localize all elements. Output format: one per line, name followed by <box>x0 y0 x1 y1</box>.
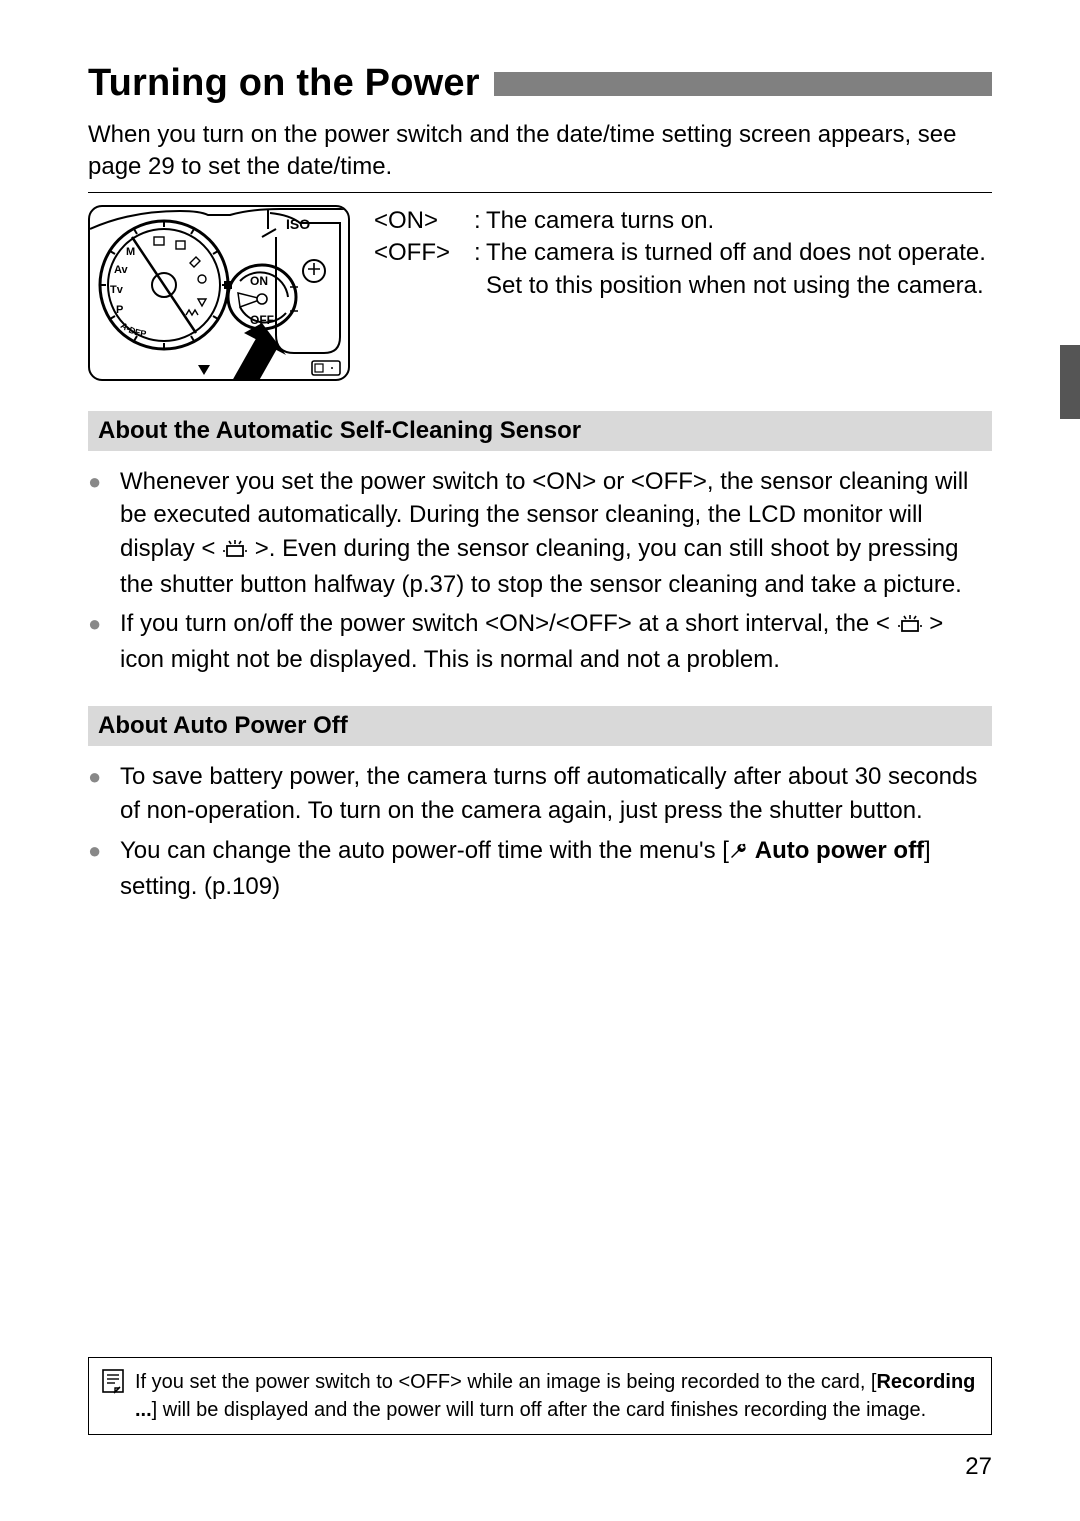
page-number: 27 <box>965 1453 992 1481</box>
on-definition: <ON> : The camera turns on. <box>374 205 992 237</box>
list-item: You can change the auto power-off time w… <box>88 834 992 904</box>
title-rule-bar <box>494 72 992 96</box>
intro-separator <box>88 192 992 193</box>
svg-text:P: P <box>116 304 123 316</box>
svg-text:ON: ON <box>250 274 268 288</box>
sensor-bullet-list: Whenever you set the power switch to <ON… <box>88 465 992 677</box>
power-switch-callout-icon: ON OFF <box>228 265 298 329</box>
on-body: The camera turns on. <box>486 205 992 237</box>
camera-dial-svg: ISO <box>90 207 350 381</box>
on-label: <ON> <box>374 205 474 237</box>
mode-dial-icon: M Av Tv P A-DEP <box>100 221 232 349</box>
section-heading-sensor: About the Automatic Self-Cleaning Sensor <box>88 411 992 451</box>
bold-setting-name: Auto power off <box>749 837 924 864</box>
sensor-clean-icon <box>897 609 923 643</box>
intro-paragraph: When you turn on the power switch and th… <box>88 119 992 184</box>
page-title-row: Turning on the Power <box>88 62 992 105</box>
iso-label: ISO <box>286 216 310 232</box>
off-label: <OFF> <box>374 237 474 302</box>
bullet-text: To save battery power, the camera turns … <box>120 763 977 824</box>
svg-text:Tv: Tv <box>110 284 124 296</box>
note-box: If you set the power switch to <OFF> whi… <box>88 1357 992 1435</box>
note-icon <box>101 1368 125 1424</box>
colon: : <box>474 237 486 302</box>
bullet-text-pre: If you turn on/off the power switch <ON>… <box>120 610 897 637</box>
page-title: Turning on the Power <box>88 62 480 105</box>
section-heading-autopower: About Auto Power Off <box>88 706 992 746</box>
colon: : <box>474 205 486 237</box>
bullet-text-pre: You can change the auto power-off time w… <box>120 837 729 864</box>
autopower-bullet-list: To save battery power, the camera turns … <box>88 760 992 903</box>
section-tab <box>1060 345 1080 419</box>
power-switch-illustration: ISO <box>88 205 350 381</box>
off-body: The camera is turned off and does not op… <box>486 237 992 302</box>
list-item: If you turn on/off the power switch <ON>… <box>88 607 992 676</box>
power-switch-block: ISO <box>88 205 992 381</box>
setup-menu-icon <box>729 837 749 871</box>
manual-page: Turning on the Power When you turn on th… <box>0 0 1080 1521</box>
list-item: To save battery power, the camera turns … <box>88 760 992 827</box>
list-item: Whenever you set the power switch to <ON… <box>88 465 992 601</box>
off-definition: <OFF> : The camera is turned off and doe… <box>374 237 992 302</box>
sensor-clean-icon <box>222 534 248 568</box>
svg-text:Av: Av <box>114 264 129 276</box>
note-post: ] will be displayed and the power will t… <box>152 1399 927 1421</box>
note-text: If you set the power switch to <OFF> whi… <box>135 1368 979 1424</box>
note-pre: If you set the power switch to <OFF> whi… <box>135 1371 876 1393</box>
svg-text:M: M <box>126 246 135 258</box>
callout-arrow-icon <box>232 323 286 381</box>
power-switch-definitions: <ON> : The camera turns on. <OFF> : The … <box>374 205 992 381</box>
